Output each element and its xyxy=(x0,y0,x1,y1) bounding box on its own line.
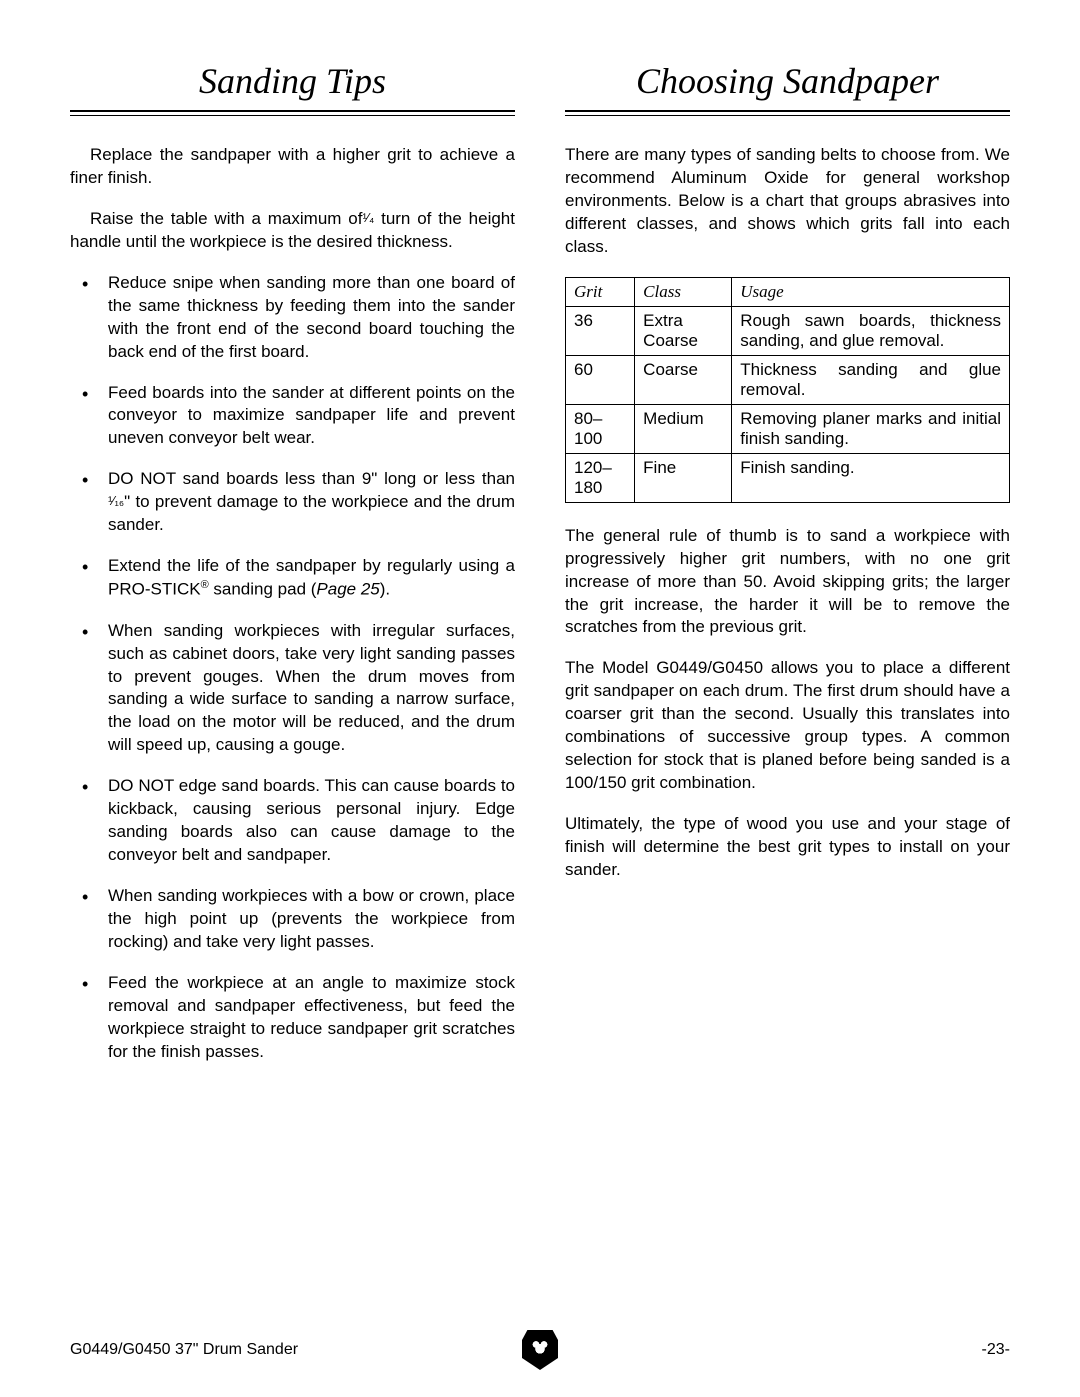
text: Raise the table with a maximum of xyxy=(90,209,362,228)
fraction: ¹⁄₄ xyxy=(362,210,374,225)
list-item: DO NOT sand boards less than 9" long or … xyxy=(70,468,515,537)
right-column: Choosing Sandpaper There are many types … xyxy=(565,60,1010,1082)
logo-inner xyxy=(530,1339,550,1361)
cell-class: Fine xyxy=(635,453,732,502)
list-item: When sanding workpieces with a bow or cr… xyxy=(70,885,515,954)
cell-usage: Removing planer marks and initial finish… xyxy=(732,404,1010,453)
page-columns: Sanding Tips Replace the sandpaper with … xyxy=(70,60,1010,1082)
list-item: Extend the life of the sandpaper by regu… xyxy=(70,555,515,602)
grit-table: Grit Class Usage 36 Extra Coarse Rough s… xyxy=(565,277,1010,503)
text: ). xyxy=(380,580,390,599)
cell-class: Extra Coarse xyxy=(635,306,732,355)
left-column: Sanding Tips Replace the sandpaper with … xyxy=(70,60,515,1082)
list-item: Feed the workpiece at an angle to maximi… xyxy=(70,972,515,1064)
intro-paragraph-2: Raise the table with a maximum of¹⁄₄ tur… xyxy=(70,208,515,254)
heading-underline xyxy=(565,110,1010,116)
page-ref: Page 25 xyxy=(316,580,379,599)
paragraph: The general rule of thumb is to sand a w… xyxy=(565,525,1010,640)
table-row: 120–180 Fine Finish sanding. xyxy=(566,453,1010,502)
page-footer: G0449/G0450 37" Drum Sander -23- xyxy=(70,1341,1010,1359)
grizzly-logo-icon xyxy=(522,1330,558,1370)
table-row: 36 Extra Coarse Rough sawn boards, thick… xyxy=(566,306,1010,355)
text: " to prevent damage to the workpiece and… xyxy=(108,492,515,534)
cell-grit: 36 xyxy=(566,306,635,355)
list-item: When sanding workpieces with irregular s… xyxy=(70,620,515,758)
list-item: Feed boards into the sander at different… xyxy=(70,382,515,451)
col-header-class: Class xyxy=(635,277,732,306)
tips-list: Reduce snipe when sanding more than one … xyxy=(70,272,515,1064)
table-row: 60 Coarse Thickness sanding and glue rem… xyxy=(566,355,1010,404)
list-item: DO NOT edge sand boards. This can cause … xyxy=(70,775,515,867)
cell-usage: Finish sanding. xyxy=(732,453,1010,502)
paragraph: The Model G0449/G0450 allows you to plac… xyxy=(565,657,1010,795)
col-header-grit: Grit xyxy=(566,277,635,306)
text: sanding pad ( xyxy=(209,580,317,599)
intro-paragraph: There are many types of sanding belts to… xyxy=(565,144,1010,259)
table-header-row: Grit Class Usage xyxy=(566,277,1010,306)
footer-logo-container xyxy=(522,1330,558,1370)
list-item: Reduce snipe when sanding more than one … xyxy=(70,272,515,364)
table-body: 36 Extra Coarse Rough sawn boards, thick… xyxy=(566,306,1010,502)
intro-paragraph-1: Replace the sandpaper with a higher grit… xyxy=(70,144,515,190)
heading-underline xyxy=(70,110,515,116)
cell-usage: Thickness sanding and glue removal. xyxy=(732,355,1010,404)
footer-page-number: -23- xyxy=(982,1341,1010,1359)
cell-usage: Rough sawn boards, thickness sanding, an… xyxy=(732,306,1010,355)
section-title-choosing-sandpaper: Choosing Sandpaper xyxy=(565,60,1010,102)
footer-model: G0449/G0450 37" Drum Sander xyxy=(70,1341,298,1359)
fraction: ¹⁄₁₆ xyxy=(108,493,124,508)
section-title-sanding-tips: Sanding Tips xyxy=(70,60,515,102)
cell-class: Coarse xyxy=(635,355,732,404)
cell-grit: 60 xyxy=(566,355,635,404)
registered-mark: ® xyxy=(201,579,209,591)
col-header-usage: Usage xyxy=(732,277,1010,306)
cell-grit: 80–100 xyxy=(566,404,635,453)
table-row: 80–100 Medium Removing planer marks and … xyxy=(566,404,1010,453)
cell-grit: 120–180 xyxy=(566,453,635,502)
paragraph: Ultimately, the type of wood you use and… xyxy=(565,813,1010,882)
cell-class: Medium xyxy=(635,404,732,453)
text: DO NOT sand boards less than 9" long or … xyxy=(108,469,515,488)
